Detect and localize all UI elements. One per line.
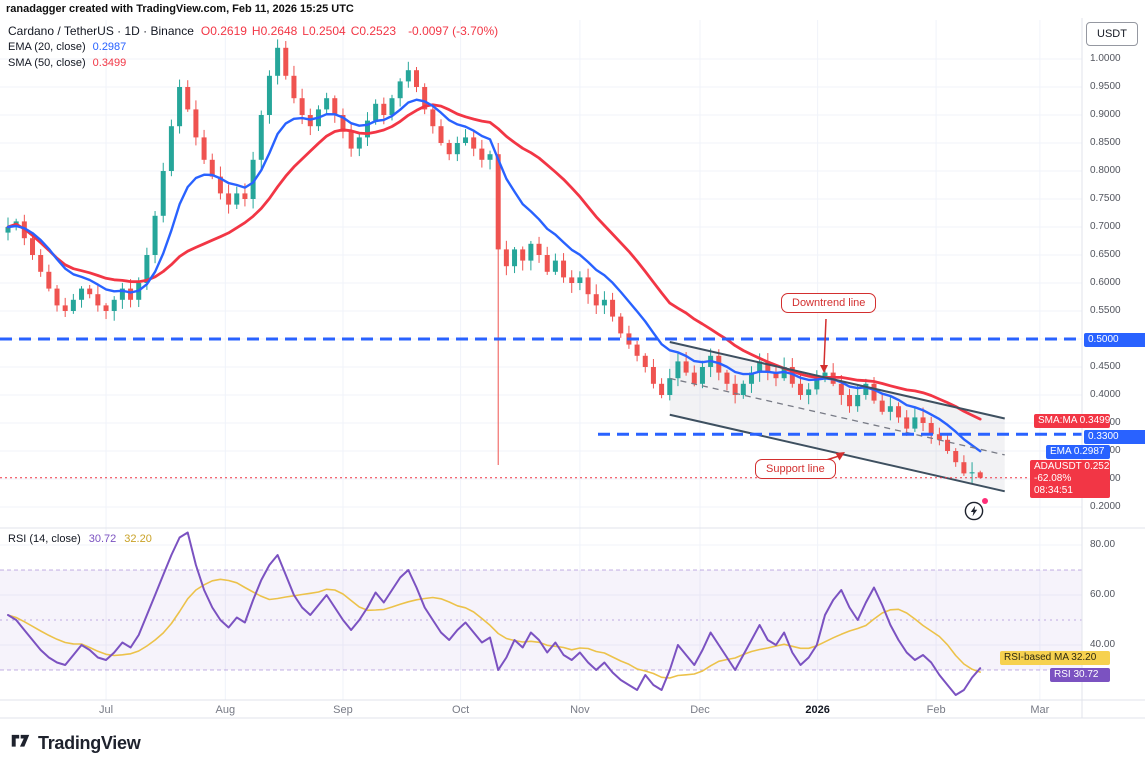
price-tick: 0.5500 bbox=[1090, 305, 1121, 316]
ema-20-line[interactable] bbox=[6, 98, 982, 453]
rsi-indicator-label[interactable]: RSI (14, close) bbox=[8, 533, 81, 545]
price-tick: 0.4500 bbox=[1090, 361, 1121, 372]
main-chart-legend: Cardano / TetherUS · 1D · Binance O0.261… bbox=[8, 23, 498, 71]
attribution-bar: ranadagger created with TradingView.com,… bbox=[6, 3, 354, 15]
time-tick-2026: 2026 bbox=[805, 704, 830, 716]
price-tick: 0.7000 bbox=[1090, 221, 1121, 232]
price-tick: 0.8000 bbox=[1090, 165, 1121, 176]
support-arrowhead bbox=[835, 452, 845, 461]
price-change: -0.0097 (-3.70%) bbox=[408, 23, 499, 38]
time-tick-Sep: Sep bbox=[333, 704, 353, 716]
time-tick-Dec: Dec bbox=[690, 704, 710, 716]
rsi-ma-line[interactable] bbox=[7, 578, 982, 679]
time-tick-Aug: Aug bbox=[215, 704, 236, 716]
rsi-ma-value: 32.20 bbox=[124, 533, 152, 545]
downtrend-line[interactable] bbox=[669, 340, 1005, 420]
lightning-icon bbox=[964, 501, 984, 521]
rsi-tick: 40.00 bbox=[1090, 639, 1116, 650]
symbol-title[interactable]: Cardano / TetherUS · 1D · Binance bbox=[8, 23, 194, 38]
sma-indicator-value: 0.3499 bbox=[92, 56, 127, 69]
ema-badge: EMA 0.2987 bbox=[1046, 445, 1110, 460]
time-axis[interactable]: Jul Aug Sep Oct Nov Dec 2026 Feb Mar bbox=[0, 704, 1145, 720]
downtrend-annotation[interactable]: Downtrend line bbox=[781, 293, 877, 313]
rsi-badge: RSI 30.72 bbox=[1050, 667, 1110, 682]
ema-indicator-label[interactable]: EMA (20, close) bbox=[8, 40, 86, 53]
price-tick: 0.9500 bbox=[1090, 81, 1121, 92]
rsi-ma-badge: RSI-based MA 32.20 bbox=[1000, 651, 1110, 665]
sma-badge: SMA:MA 0.3499 bbox=[1034, 413, 1110, 428]
currency-unit-button[interactable]: USDT bbox=[1086, 22, 1138, 46]
notification-dot bbox=[982, 498, 988, 504]
boost-icon[interactable] bbox=[963, 498, 988, 524]
time-tick-Nov: Nov bbox=[570, 704, 590, 716]
sma-indicator-label[interactable]: SMA (50, close) bbox=[8, 56, 86, 69]
price-tick: 0.2000 bbox=[1090, 501, 1121, 512]
price-tick: 0.4000 bbox=[1090, 389, 1121, 400]
price-tick: 0.6500 bbox=[1090, 249, 1121, 260]
rsi-value: 30.72 bbox=[88, 533, 117, 545]
rsi-legend: RSI (14, close) 30.72 32.20 bbox=[8, 533, 152, 545]
time-tick-Mar: Mar bbox=[1030, 704, 1050, 716]
downtrend-arrow bbox=[823, 318, 827, 367]
channel-midline[interactable] bbox=[669, 377, 1005, 456]
tradingview-brand-name[interactable]: TradingView bbox=[38, 732, 141, 753]
downtrend-arrowhead bbox=[820, 365, 828, 373]
attribution-text: ranadagger created with TradingView.com,… bbox=[6, 3, 354, 15]
ema-indicator-value: 0.2987 bbox=[92, 40, 127, 53]
price-tick: 0.7500 bbox=[1090, 193, 1121, 204]
tradingview-footer: TradingView bbox=[10, 730, 141, 756]
rsi-line[interactable] bbox=[7, 531, 982, 696]
time-tick-Feb: Feb bbox=[926, 704, 946, 716]
ohlc-values: O0.2619 H0.2648 L0.2504 C0.2523 bbox=[200, 23, 397, 38]
time-tick-Jul: Jul bbox=[99, 704, 114, 716]
price-tick: 0.9000 bbox=[1090, 109, 1121, 120]
symbol-price-badge: ADAUSDT 0.2523 -62.08% 08:34:51 bbox=[1030, 460, 1115, 499]
level-badge-0-3300: 0.3300 bbox=[1084, 429, 1145, 444]
level-badge-0-5000: 0.5000 bbox=[1084, 332, 1145, 347]
price-tick: 1.0000 bbox=[1090, 53, 1121, 64]
price-tick: 0.6000 bbox=[1090, 277, 1121, 288]
rsi-band bbox=[0, 570, 1082, 670]
rsi-tick: 80.00 bbox=[1090, 539, 1116, 550]
sma-50-line[interactable] bbox=[6, 103, 982, 421]
support-annotation[interactable]: Support line bbox=[755, 459, 836, 479]
candlestick-series[interactable] bbox=[5, 39, 983, 484]
time-tick-Oct: Oct bbox=[452, 704, 470, 716]
rsi-tick: 60.00 bbox=[1090, 589, 1116, 600]
tradingview-logo-icon[interactable] bbox=[10, 730, 31, 756]
price-tick: 0.8500 bbox=[1090, 137, 1121, 148]
